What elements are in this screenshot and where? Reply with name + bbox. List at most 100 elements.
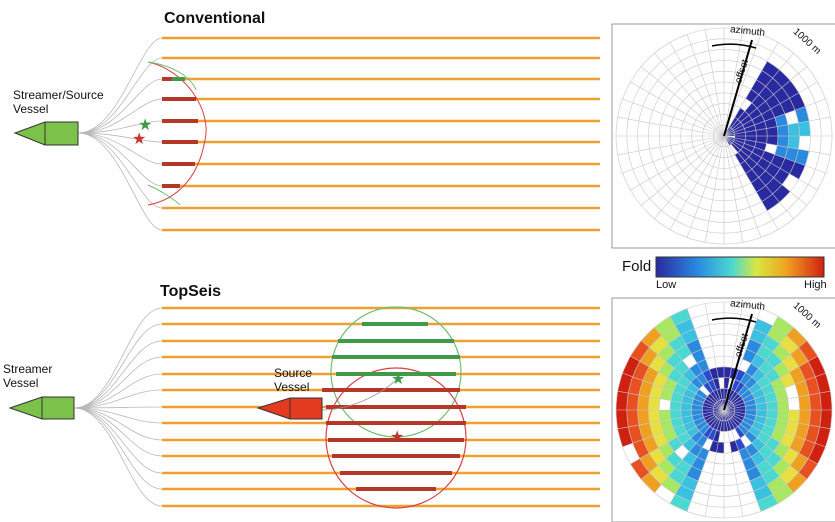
fold-cell [781,447,799,466]
fold-cell [777,136,789,148]
fold-cell [729,117,738,128]
fold-cell [772,343,791,362]
green-arc-2 [147,184,181,206]
fold-cell [809,393,822,410]
fold-cell [742,417,755,427]
fold-cell [724,420,728,432]
fold-cell [754,141,767,151]
fold-cell [727,419,735,431]
fold-cell [815,373,831,394]
rose-spoke [641,409,725,480]
fold-cell [649,384,664,399]
tow-line [77,132,163,187]
fold-cell [716,441,724,454]
tow-line [73,407,163,441]
fold-cell [707,393,718,404]
fold-cell [693,393,706,403]
fold-cell [780,158,795,174]
tow-line [73,307,163,409]
fold-cell [784,421,799,436]
fold-cell [649,447,667,466]
fold-cell [716,388,723,400]
fold-cell [808,356,826,377]
fold-cell [766,126,778,136]
fold-cell [774,145,788,159]
fold-cell [653,432,668,448]
rose-spoke [723,29,744,137]
fold-cell [707,379,717,392]
fold-cell [798,458,818,480]
fold-cell [695,420,708,431]
fold-cell [720,420,724,432]
fold-cell [734,406,746,410]
fold-cell [616,391,629,410]
fold-cell [746,339,762,354]
fold-cell [798,439,816,459]
fold-cell [626,393,639,410]
fold-cell [734,136,746,140]
fold-cell [712,430,721,442]
streamer-vessel-label: Streamer Vessel [3,362,52,390]
fold-cell [622,356,640,377]
tow-line [77,132,163,143]
fold-cell [761,424,775,437]
fold-cell [705,396,716,405]
azimuth-arc [711,317,757,323]
green-arc [147,61,197,91]
fold-cell [729,440,739,453]
fold-cell [733,139,745,147]
fold-cell [732,122,743,131]
green-circle [330,306,462,438]
fold-cell [639,347,658,367]
fold-cell [617,426,633,447]
rose-spoke [723,53,794,137]
tow-line [77,37,163,134]
fold-cell [757,101,771,115]
fold-cell [787,122,800,136]
fold-cell [753,484,773,502]
azimuth-arc [711,43,757,49]
fold-cell [798,410,811,425]
fold-cell [703,413,715,421]
fold-cell [790,347,809,367]
fold-cell [734,132,746,136]
fold-cell [740,372,752,386]
rose-spoke [723,372,826,411]
rose-spoke [723,135,818,191]
fold-cell [648,396,661,410]
fold-cell [695,389,708,400]
fold-cell [729,391,738,402]
fold-cell [774,387,788,401]
source-label-line1: Source [274,366,313,380]
fold-cell [744,124,756,133]
fold-cell [690,376,704,390]
fold-cell [702,411,714,418]
fold-cell [819,410,832,429]
fold-cell [780,98,795,114]
fold-cell [707,416,718,427]
fold-cell [744,156,758,170]
rose-spoke [723,409,779,504]
fold-cell [686,466,702,481]
fold-cell [740,115,753,126]
rose-spoke [641,135,725,206]
rose-spoke [669,409,725,504]
fold-cell [702,402,714,409]
fold-cell [616,410,629,429]
rose-spoke [723,81,818,137]
fold-cell [767,476,787,495]
fold-cell [742,119,755,129]
tow-line [77,78,163,134]
fold-cell [713,419,721,431]
conventional-title: Conventional [164,10,266,27]
fold-cell [667,437,683,452]
fold-cell [725,420,732,432]
fold-cell [702,406,714,410]
fold-cell [670,400,682,410]
fold-cell [761,383,775,396]
fold-cell [757,431,771,445]
fold-cell [798,361,816,381]
rose-spoke [723,303,744,411]
fold-cell [761,193,780,211]
fold-cell [734,152,745,165]
